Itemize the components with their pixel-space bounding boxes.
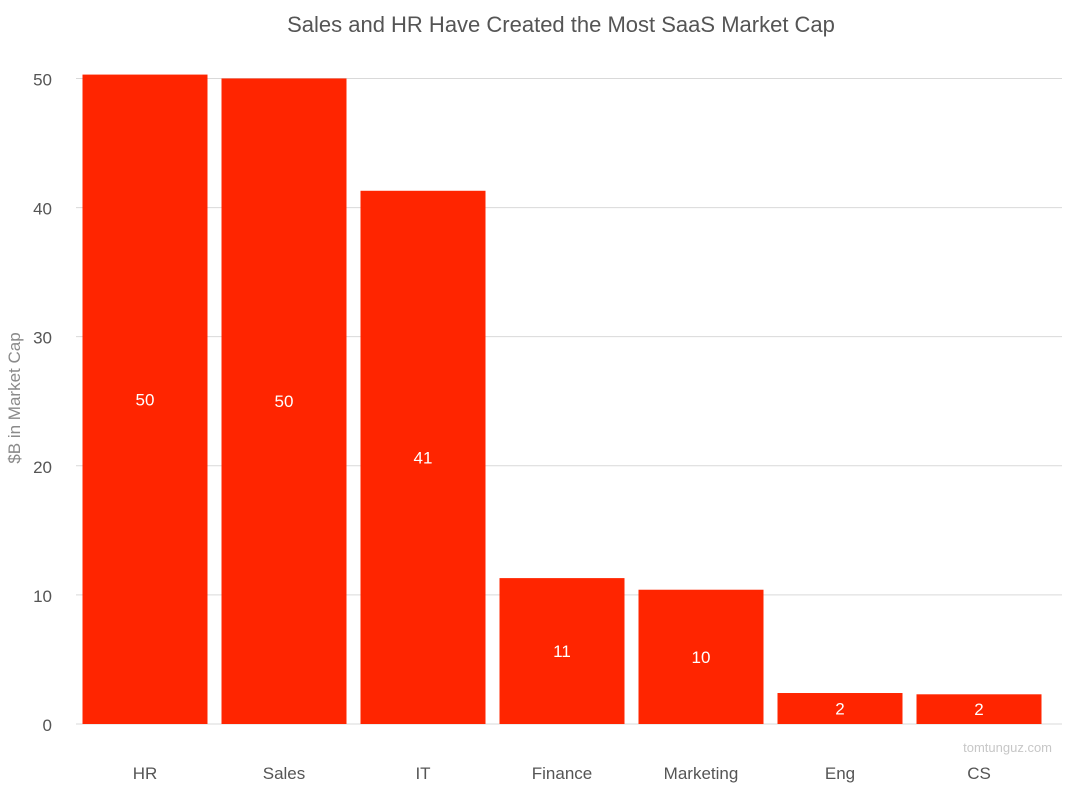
bars <box>82 74 1042 725</box>
y-tick-label: 10 <box>33 587 52 606</box>
x-tick-label: Marketing <box>664 764 739 783</box>
y-tick-label: 30 <box>33 329 52 348</box>
data-label: 10 <box>692 648 711 667</box>
bar-cs <box>916 694 1042 724</box>
bar-it <box>360 190 486 724</box>
data-label: 2 <box>974 700 983 719</box>
x-tick-label: Finance <box>532 764 592 783</box>
y-tick-label: 40 <box>33 200 52 219</box>
x-tick-label: CS <box>967 764 991 783</box>
y-axis-label: $B in Market Cap <box>5 332 24 463</box>
x-axis-ticks: HR Sales IT Finance Marketing Eng CS <box>133 764 991 783</box>
bar-marketing <box>638 589 764 724</box>
data-label: 11 <box>553 642 571 661</box>
bar-eng <box>777 693 903 724</box>
bar-finance <box>499 578 625 724</box>
data-label: 50 <box>136 390 155 409</box>
bar-hr <box>82 74 208 725</box>
y-axis-ticks: 0 10 20 30 40 50 <box>33 70 52 735</box>
chart-title: Sales and HR Have Created the Most SaaS … <box>287 12 835 37</box>
y-tick-label: 20 <box>33 458 52 477</box>
watermark: tomtunguz.com <box>963 740 1052 755</box>
y-tick-label: 0 <box>43 716 52 735</box>
x-tick-label: IT <box>415 764 430 783</box>
x-tick-label: Sales <box>263 764 306 783</box>
data-label: 41 <box>414 448 433 467</box>
data-labels: 50 50 41 11 10 2 2 <box>136 390 984 719</box>
bar-sales <box>221 78 347 724</box>
x-tick-label: HR <box>133 764 158 783</box>
data-label: 50 <box>275 392 294 411</box>
y-tick-label: 50 <box>33 70 52 89</box>
x-tick-label: Eng <box>825 764 855 783</box>
data-label: 2 <box>835 700 844 719</box>
